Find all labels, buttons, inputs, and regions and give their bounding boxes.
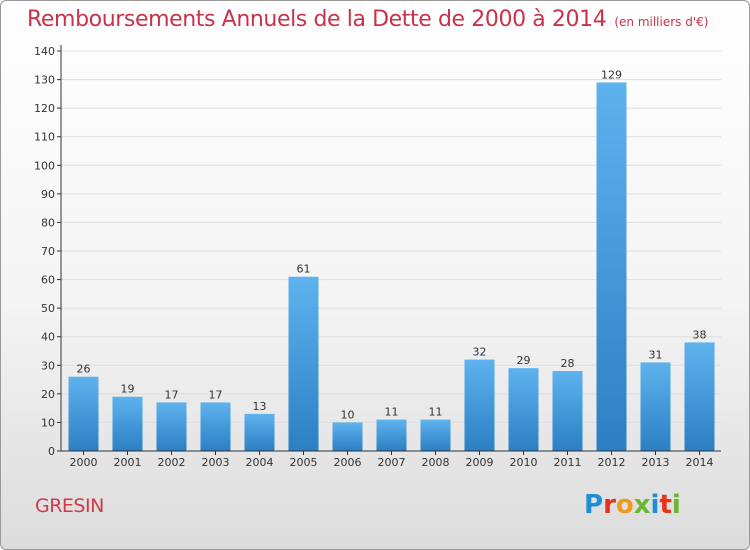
y-tick-label: 70 <box>41 245 55 258</box>
logo-letter: i <box>650 490 660 520</box>
bar <box>596 82 627 451</box>
x-tick-label: 2000 <box>70 456 98 469</box>
bar <box>508 368 539 451</box>
bar <box>244 413 275 451</box>
y-tick-label: 140 <box>34 45 55 58</box>
logo-letter: t <box>659 490 672 520</box>
x-tick-label: 2006 <box>334 456 362 469</box>
data-label: 11 <box>429 406 443 419</box>
proxiti-logo: Proxiti <box>584 490 681 520</box>
bar <box>376 419 407 451</box>
y-tick-label: 130 <box>34 74 55 87</box>
data-label: 13 <box>253 400 267 413</box>
data-label: 10 <box>341 408 355 421</box>
data-label: 31 <box>649 348 663 361</box>
y-tick-label: 50 <box>41 302 55 315</box>
data-label: 28 <box>561 357 575 370</box>
bar <box>332 422 363 451</box>
bar <box>684 342 715 451</box>
y-tick-label: 110 <box>34 131 55 144</box>
bar <box>420 419 451 451</box>
y-tick-label: 90 <box>41 188 55 201</box>
x-tick-label: 2007 <box>378 456 406 469</box>
place-name: GRESIN <box>35 495 104 517</box>
y-tick-label: 60 <box>41 274 55 287</box>
data-label: 17 <box>165 388 179 401</box>
data-label: 17 <box>209 388 223 401</box>
y-tick-label: 40 <box>41 331 55 344</box>
bar <box>464 359 495 451</box>
data-label: 19 <box>121 383 135 396</box>
x-tick-label: 2008 <box>422 456 450 469</box>
chart-unit: (en milliers d'€) <box>614 15 709 29</box>
bar <box>640 362 671 451</box>
y-tick-label: 30 <box>41 359 55 372</box>
data-label: 26 <box>77 363 91 376</box>
x-tick-label: 2002 <box>158 456 186 469</box>
logo-letter: o <box>615 490 634 520</box>
data-label: 11 <box>385 406 399 419</box>
logo-letter: x <box>633 490 651 520</box>
chart-title: Remboursements Annuels de la Dette de 20… <box>27 7 708 32</box>
x-tick-label: 2013 <box>642 456 670 469</box>
x-tick-label: 2001 <box>114 456 142 469</box>
logo-letter: r <box>603 490 616 520</box>
data-label: 129 <box>601 68 622 81</box>
x-tick-label: 2004 <box>246 456 274 469</box>
y-tick-label: 0 <box>48 445 55 458</box>
logo-letter: i <box>671 490 681 520</box>
data-label: 61 <box>297 263 311 276</box>
x-tick-label: 2005 <box>290 456 318 469</box>
bar <box>112 396 143 451</box>
x-tick-label: 2009 <box>466 456 494 469</box>
data-label: 38 <box>693 328 707 341</box>
bar <box>288 276 319 451</box>
x-tick-label: 2012 <box>598 456 626 469</box>
y-tick-label: 10 <box>41 416 55 429</box>
bar <box>200 402 231 451</box>
bar <box>552 371 583 451</box>
logo-letter: P <box>584 490 604 520</box>
bar <box>156 402 187 451</box>
y-tick-label: 100 <box>34 159 55 172</box>
chart-title-text: Remboursements Annuels de la Dette de 20… <box>27 7 607 32</box>
y-tick-label: 80 <box>41 216 55 229</box>
data-label: 29 <box>517 354 531 367</box>
x-tick-label: 2003 <box>202 456 230 469</box>
data-label: 32 <box>473 346 487 359</box>
y-tick-label: 20 <box>41 388 55 401</box>
x-tick-label: 2014 <box>686 456 714 469</box>
x-tick-label: 2011 <box>554 456 582 469</box>
bar <box>68 376 99 451</box>
y-tick-label: 120 <box>34 102 55 115</box>
x-tick-label: 2010 <box>510 456 538 469</box>
